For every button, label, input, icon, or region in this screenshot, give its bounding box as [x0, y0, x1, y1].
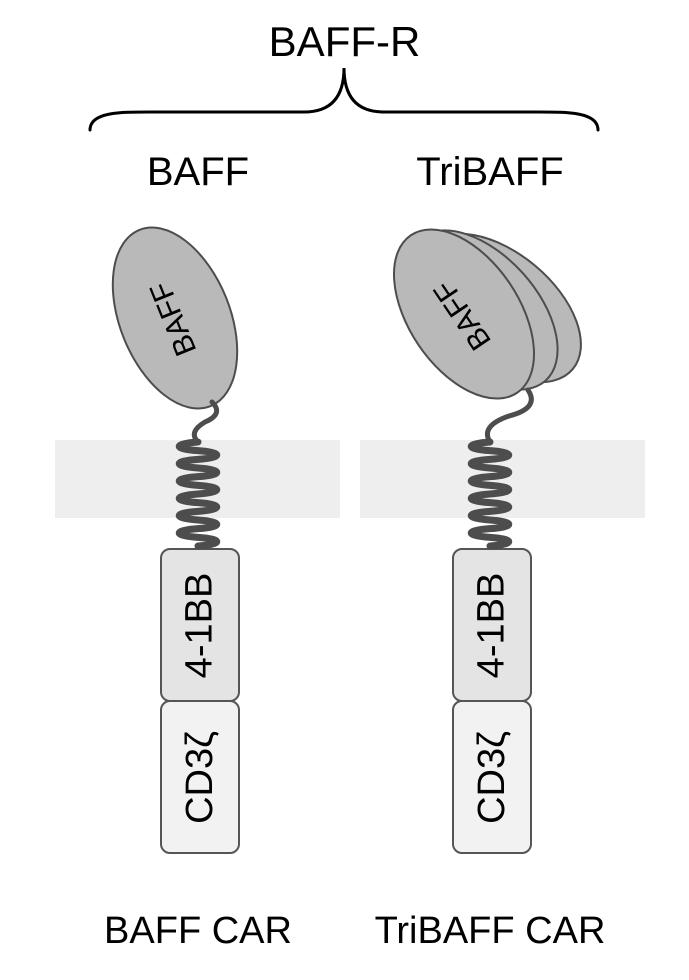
diagram-canvas: BAFF-R BAFF TriBAFF 4-1BB CD3ζ 4-1BB CD3… [0, 0, 689, 980]
baff-ellipse: BAFF [88, 209, 261, 426]
brace [90, 68, 598, 130]
svg-overlay: BAFFBAFF [0, 0, 689, 980]
transmembrane-coil [179, 442, 217, 546]
transmembrane-coil [471, 442, 509, 546]
